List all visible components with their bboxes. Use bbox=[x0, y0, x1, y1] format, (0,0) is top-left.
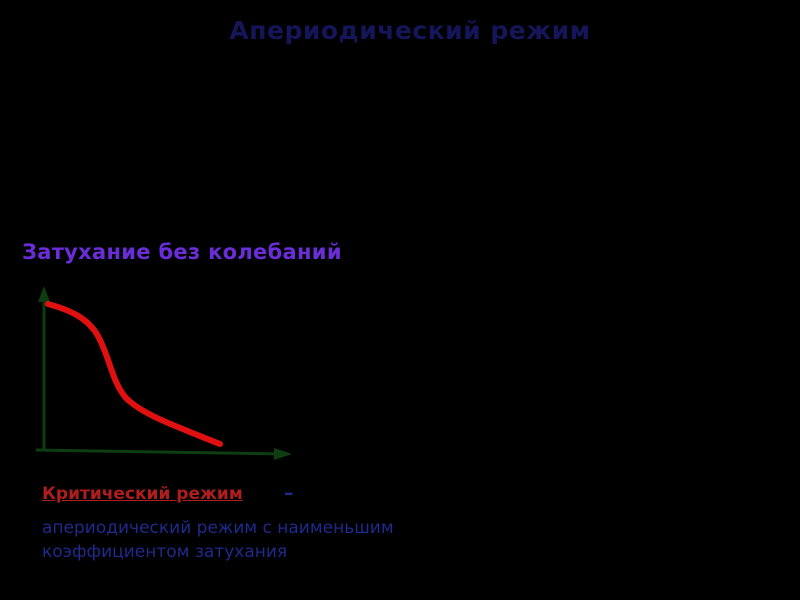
y-axis-arrow-icon bbox=[38, 286, 50, 302]
decay-curve bbox=[45, 301, 223, 447]
decay-graph bbox=[35, 286, 292, 460]
definition-term: Критический режим bbox=[42, 484, 243, 504]
definition-line-1: апериодический режим с наименьшим bbox=[42, 518, 394, 538]
slide-subtitle: Затухание без колебаний bbox=[22, 240, 342, 264]
x-axis bbox=[35, 448, 283, 456]
definition-dash: – bbox=[284, 482, 294, 504]
definition-line-2: коэффициентом затухания bbox=[42, 542, 288, 562]
x-axis-arrow-icon bbox=[274, 448, 292, 460]
definition-text: апериодический режим с наименьшим коэффи… bbox=[42, 516, 482, 564]
slide-title: Апериодический режим bbox=[229, 16, 591, 45]
